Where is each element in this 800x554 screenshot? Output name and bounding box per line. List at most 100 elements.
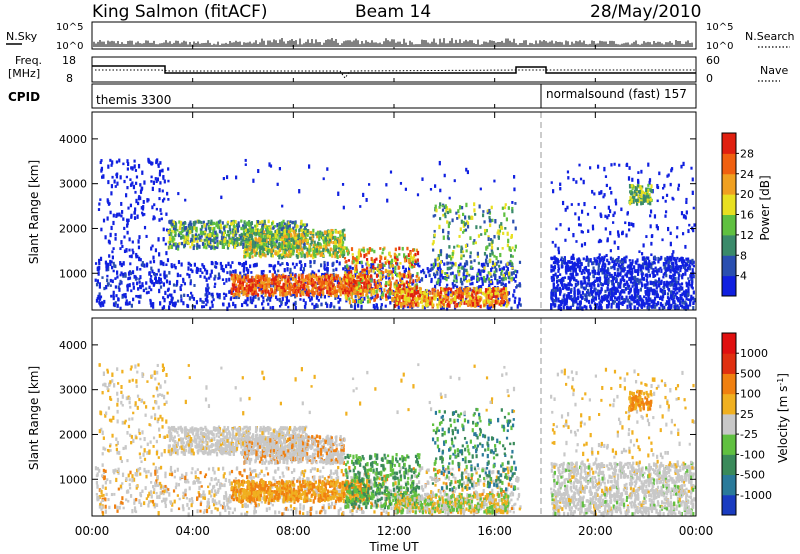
range-cell <box>209 221 213 225</box>
range-cell <box>407 289 410 293</box>
range-cell <box>305 223 309 227</box>
range-cell <box>513 289 516 293</box>
range-cell <box>168 293 172 297</box>
range-cell <box>371 287 374 292</box>
range-cell <box>232 219 235 223</box>
range-cell <box>380 286 383 292</box>
range-cell <box>118 287 121 292</box>
range-cell <box>311 287 315 291</box>
range-cell <box>348 297 351 301</box>
range-cell <box>132 282 135 286</box>
nave-line <box>95 69 696 79</box>
range-cell <box>380 272 383 275</box>
range-cell <box>289 273 293 278</box>
range-cell <box>336 274 340 278</box>
range-cell <box>463 268 466 273</box>
range-cell <box>268 238 272 242</box>
range-cell <box>207 237 210 241</box>
range-cell <box>258 288 261 292</box>
range-cell <box>167 167 170 171</box>
range-cell <box>420 270 423 274</box>
range-cell <box>172 226 176 231</box>
range-cell <box>304 278 307 283</box>
range-cell <box>173 263 176 268</box>
range-cell <box>374 280 377 284</box>
range-cell <box>435 208 438 213</box>
range-cell <box>201 300 204 304</box>
freq-tick-bottom: 8 <box>66 72 73 85</box>
range-cell <box>227 243 231 248</box>
range-cell <box>186 294 189 297</box>
range-cell <box>309 243 312 247</box>
range-cell <box>292 276 295 281</box>
range-cell <box>187 233 190 238</box>
range-cell <box>121 244 124 248</box>
range-cell <box>105 263 108 269</box>
range-cell <box>246 303 249 307</box>
range-cell <box>436 280 439 285</box>
range-cell <box>477 295 480 300</box>
freq-label-1: Freq. <box>15 54 42 67</box>
range-cell <box>98 285 101 289</box>
range-cell <box>174 265 177 270</box>
range-cell <box>226 221 229 226</box>
range-cell <box>449 293 452 297</box>
range-cell <box>286 238 289 243</box>
range-cell <box>336 239 339 244</box>
range-cell <box>246 275 250 279</box>
range-cell <box>270 280 273 284</box>
range-cell <box>422 291 425 295</box>
range-cell <box>317 247 320 252</box>
range-cell <box>438 160 441 166</box>
range-cell <box>161 168 164 173</box>
range-cell <box>252 178 255 183</box>
range-cell <box>126 221 129 226</box>
range-cell <box>476 274 479 277</box>
range-cell <box>286 284 289 289</box>
range-cell <box>230 276 233 281</box>
range-cell <box>277 246 280 250</box>
range-cell <box>98 292 101 297</box>
range-cell <box>302 298 305 302</box>
range-cell <box>326 285 329 291</box>
range-cell <box>238 285 241 290</box>
range-cell <box>321 284 325 288</box>
range-cell <box>233 275 236 278</box>
range-cell <box>331 229 334 232</box>
range-cell <box>468 303 472 307</box>
range-cell <box>123 226 126 230</box>
range-cell <box>258 238 261 242</box>
range-cell <box>204 268 207 272</box>
range-cell <box>226 233 229 237</box>
range-cell <box>168 270 171 275</box>
range-cell <box>236 289 240 293</box>
range-cell <box>138 256 141 262</box>
range-cell <box>490 205 493 210</box>
range-cell <box>502 302 505 307</box>
range-cell <box>230 240 233 245</box>
range-cell <box>358 284 361 288</box>
range-cell <box>431 296 434 300</box>
range-cell <box>158 276 161 280</box>
range-cell <box>240 240 243 245</box>
range-cell <box>146 262 149 266</box>
range-cell <box>199 274 202 278</box>
range-cell <box>280 228 283 232</box>
range-cell <box>510 235 513 239</box>
range-cell <box>385 281 388 285</box>
range-cell <box>176 246 180 251</box>
range-cell <box>193 262 196 267</box>
range-cell <box>309 264 312 268</box>
range-cell <box>458 234 461 238</box>
range-cell <box>484 258 488 263</box>
nsearch-tick-top: 10^5 <box>706 22 733 33</box>
range-cell <box>401 276 404 281</box>
range-cell <box>445 303 449 308</box>
range-cell <box>514 280 517 283</box>
range-cell <box>427 303 430 307</box>
range-cell <box>394 292 397 297</box>
range-cell <box>430 263 433 267</box>
range-cell <box>180 231 183 236</box>
range-cell <box>411 265 414 269</box>
range-cell <box>138 195 141 198</box>
